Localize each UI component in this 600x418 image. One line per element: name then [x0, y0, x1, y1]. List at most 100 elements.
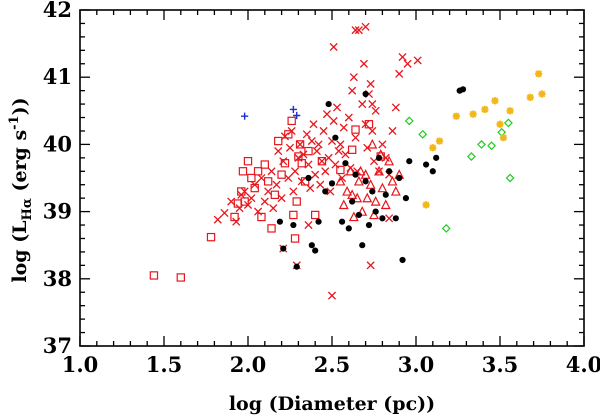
- data-point-asterisk: [481, 105, 489, 114]
- data-point-dot: [342, 160, 349, 167]
- data-point-square: [238, 167, 248, 176]
- data-point-square: [260, 160, 270, 169]
- x-tick-label: 2.0: [230, 352, 267, 377]
- data-point-square: [336, 165, 345, 175]
- data-point-cross: [220, 208, 229, 218]
- data-point-diamond: [404, 116, 414, 126]
- data-points: [149, 22, 546, 300]
- data-point-cross: [329, 116, 338, 125]
- data-point-triangle: [370, 196, 381, 206]
- data-point-asterisk: [535, 70, 543, 78]
- data-point-square: [277, 170, 286, 179]
- data-point-square: [267, 224, 276, 233]
- data-point-triangle: [347, 189, 358, 199]
- data-point-dot: [399, 256, 406, 264]
- data-point-square: [289, 210, 298, 220]
- data-point-cross: [213, 215, 222, 224]
- data-point-dot: [322, 188, 329, 195]
- y-axis-title-subscript: Hα: [20, 198, 35, 220]
- data-point-cross: [277, 194, 286, 203]
- data-point-square: [287, 116, 296, 126]
- x-tick-label: 3.5: [482, 352, 519, 377]
- series-red-squares: [149, 116, 385, 282]
- data-point-triangle: [380, 199, 391, 210]
- data-point-cross: [290, 167, 300, 176]
- data-point-cross: [339, 123, 348, 132]
- data-point-dot: [396, 174, 403, 182]
- series-yellow-asterisks: [422, 70, 546, 209]
- data-point-dot: [352, 171, 359, 178]
- data-point-square: [263, 177, 273, 186]
- data-point-cross: [309, 120, 318, 129]
- data-point-cross: [351, 26, 360, 35]
- data-point-asterisk: [538, 90, 546, 98]
- data-point-square: [274, 136, 283, 146]
- data-point-square: [300, 177, 310, 186]
- data-point-asterisk: [422, 201, 430, 209]
- data-point-cross: [306, 184, 315, 193]
- data-point-asterisk: [496, 120, 504, 128]
- data-point-square: [284, 130, 293, 139]
- data-point-cross: [341, 150, 350, 159]
- data-point-dot: [359, 242, 366, 249]
- data-point-cross: [260, 197, 269, 206]
- data-point-asterisk: [491, 97, 499, 105]
- data-point-triangle: [374, 165, 385, 176]
- x-axis-title: log (Diameter (pc)): [229, 393, 435, 415]
- data-point-cross: [378, 140, 387, 149]
- data-point-triangle: [377, 182, 388, 193]
- data-point-diamond: [477, 139, 486, 149]
- data-point-dot: [345, 225, 352, 232]
- data-point-square: [247, 173, 256, 183]
- data-point-triangle: [338, 199, 349, 210]
- data-point-triangle: [367, 138, 378, 149]
- data-point-dot: [406, 158, 413, 165]
- data-point-diamond: [505, 173, 515, 183]
- data-point-cross: [359, 59, 368, 68]
- data-point-dot: [276, 218, 284, 225]
- data-point-dot: [349, 198, 356, 205]
- data-point-cross: [332, 103, 342, 112]
- data-point-dot: [328, 180, 336, 187]
- data-point-dot: [338, 218, 346, 225]
- data-point-asterisk: [429, 144, 437, 152]
- data-point-cross: [254, 207, 263, 216]
- data-point-square: [149, 271, 159, 280]
- data-point-asterisk: [526, 93, 534, 101]
- data-point-dot: [355, 211, 362, 219]
- data-point-square: [290, 234, 300, 243]
- data-point-cross: [307, 136, 316, 146]
- data-point-square: [243, 157, 253, 166]
- data-point-square: [347, 145, 357, 154]
- data-point-triangle: [345, 165, 356, 176]
- data-point-cross: [314, 140, 323, 149]
- data-point-asterisk: [506, 107, 514, 115]
- data-point-dot: [382, 191, 389, 198]
- data-point-dot: [433, 154, 440, 161]
- series-blue-plus: [241, 105, 301, 120]
- data-point-cross: [269, 204, 278, 213]
- data-point-cross: [374, 167, 384, 176]
- data-point-triangle: [353, 175, 364, 186]
- data-point-cross: [349, 73, 358, 82]
- data-point-asterisk: [452, 112, 460, 120]
- x-tick-label: 4.0: [566, 352, 600, 377]
- data-point-triangle: [390, 185, 401, 196]
- data-point-cross: [348, 86, 357, 95]
- data-point-dot: [290, 221, 297, 229]
- data-point-cross: [368, 126, 377, 136]
- data-point-cross: [354, 26, 363, 35]
- data-point-cross: [413, 56, 422, 65]
- data-point-square: [304, 146, 313, 156]
- data-point-asterisk: [435, 137, 444, 145]
- x-tick-label: 3.0: [398, 352, 435, 377]
- y-axis-title-suffix: )): [9, 97, 31, 115]
- data-point-cross: [331, 160, 340, 169]
- data-point-cross: [257, 173, 266, 183]
- y-tick-label: 39: [43, 199, 72, 224]
- data-point-square: [176, 273, 185, 282]
- series-black-dots: [276, 86, 467, 270]
- data-point-square: [292, 197, 301, 206]
- data-point-cross: [388, 126, 397, 136]
